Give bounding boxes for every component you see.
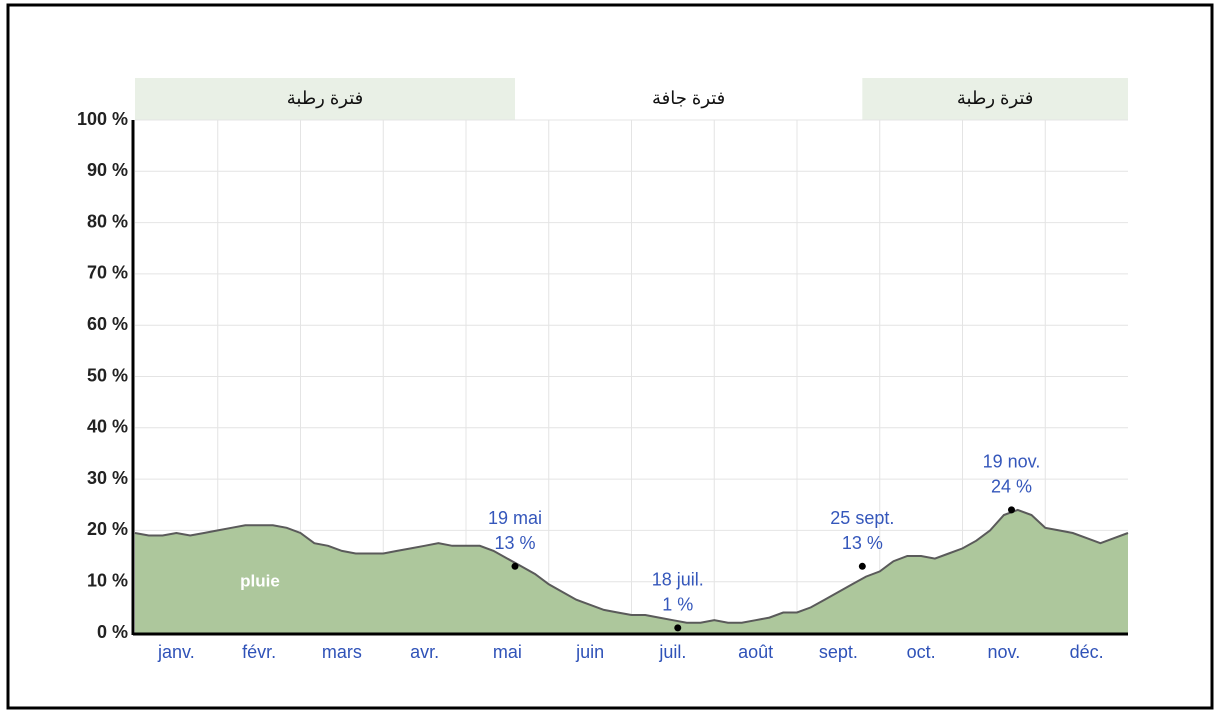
x-tick-label: févr. xyxy=(242,642,276,662)
annotation-date: 19 mai xyxy=(488,508,542,528)
y-tick-label: 90 % xyxy=(87,160,128,180)
y-tick-label: 80 % xyxy=(87,211,128,231)
y-tick-label: 20 % xyxy=(87,519,128,539)
y-tick-label: 70 % xyxy=(87,263,128,283)
area xyxy=(135,509,1128,633)
period-band xyxy=(862,78,1128,120)
x-tick-label: mars xyxy=(322,642,362,662)
period-band xyxy=(514,78,863,120)
period-label: فترة رطبة xyxy=(287,88,364,109)
annotation-point xyxy=(858,562,866,570)
series-label: pluie xyxy=(240,571,280,590)
x-tick-label: oct. xyxy=(907,642,936,662)
annotation-date: 19 nov. xyxy=(983,452,1041,472)
annotation-value: 13 % xyxy=(842,533,883,553)
annotation-value: 24 % xyxy=(991,477,1032,497)
x-tick-label: juil. xyxy=(658,642,686,662)
annotation-point xyxy=(511,562,519,570)
annotation-value: 1 % xyxy=(662,595,693,615)
x-tick-label: sept. xyxy=(819,642,858,662)
annotation-value: 13 % xyxy=(494,533,535,553)
x-tick-label: janv. xyxy=(157,642,195,662)
y-tick-label: 0 % xyxy=(97,622,128,642)
annotation-point xyxy=(674,624,682,632)
x-tick-label: avr. xyxy=(410,642,439,662)
period-label: فترة جافة xyxy=(652,88,725,109)
period-band xyxy=(135,78,515,120)
x-tick-label: mai xyxy=(493,642,522,662)
annotation-point xyxy=(1007,506,1015,514)
y-tick-label: 60 % xyxy=(87,314,128,334)
y-tick-label: 40 % xyxy=(87,417,128,437)
annotation-date: 18 juil. xyxy=(652,570,704,590)
y-tick-label: 100 % xyxy=(77,109,128,129)
y-tick-label: 10 % xyxy=(87,570,128,590)
period-label: فترة رطبة xyxy=(957,88,1034,109)
line xyxy=(134,508,1129,624)
x-tick-label: déc. xyxy=(1070,642,1104,662)
x-tick-label: août xyxy=(738,642,773,662)
y-tick-label: 30 % xyxy=(87,468,128,488)
x-tick-label: nov. xyxy=(988,642,1021,662)
annotation-date: 25 sept. xyxy=(830,508,894,528)
y-tick-label: 50 % xyxy=(87,365,128,385)
x-tick-label: juin xyxy=(575,642,604,662)
